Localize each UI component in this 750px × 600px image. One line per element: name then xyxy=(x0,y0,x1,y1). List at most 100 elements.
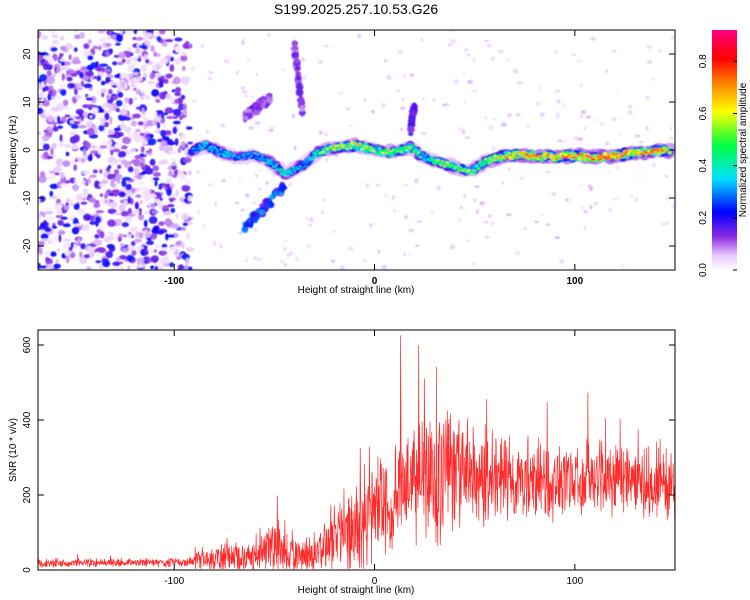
noise-blob xyxy=(181,52,188,57)
noise-blob xyxy=(185,180,191,186)
noise-blob xyxy=(42,55,52,59)
noise-speck xyxy=(223,59,230,64)
noise-speck xyxy=(301,75,307,80)
noise-speck xyxy=(391,197,395,201)
noise-blob xyxy=(177,147,182,154)
noise-blob xyxy=(170,158,177,162)
noise-blob xyxy=(103,68,111,73)
ridge-blob xyxy=(639,153,643,156)
noise-blob xyxy=(180,141,186,149)
noise-blob xyxy=(138,44,148,49)
noise-blob xyxy=(51,142,57,150)
noise-blob xyxy=(46,70,52,77)
ridge-blob xyxy=(216,149,219,151)
ridge-blob xyxy=(430,155,434,160)
branch-blob xyxy=(297,82,302,89)
noise-blob xyxy=(57,115,61,123)
noise-blob xyxy=(74,94,82,100)
noise-blob xyxy=(166,116,174,119)
noise-blob xyxy=(108,231,114,237)
noise-blob xyxy=(38,107,44,115)
branch-blob xyxy=(291,51,299,59)
noise-blob xyxy=(181,184,191,192)
ridge-blob xyxy=(501,156,504,159)
noise-speck xyxy=(245,193,250,198)
noise-blob xyxy=(86,127,95,136)
noise-speck xyxy=(612,198,619,201)
noise-blob xyxy=(56,207,62,216)
ridge-blob xyxy=(585,154,589,157)
ridge-blob xyxy=(536,154,540,157)
noise-blob xyxy=(118,204,126,213)
noise-blob xyxy=(158,30,166,35)
noise-blob xyxy=(130,120,137,127)
noise-speck xyxy=(554,89,561,93)
noise-speck xyxy=(375,183,381,186)
x-tick-label: 100 xyxy=(566,276,583,287)
ridge-blob xyxy=(596,157,600,160)
noise-blob xyxy=(62,160,71,167)
noise-blob xyxy=(55,214,64,219)
ridge-blob xyxy=(603,156,607,159)
ridge-blob xyxy=(356,144,359,146)
ridge-blob xyxy=(444,161,448,163)
noise-speck xyxy=(318,59,324,65)
noise-blob xyxy=(187,195,193,202)
noise-blob xyxy=(95,43,101,47)
ridge-blob xyxy=(249,150,254,154)
y-tick-label: 20 xyxy=(22,48,33,60)
noise-blob xyxy=(47,93,52,101)
ridge-blob xyxy=(284,174,287,177)
branch-blob xyxy=(410,111,416,117)
noise-blob xyxy=(174,37,183,42)
noise-blob xyxy=(59,84,66,90)
ridge-blob xyxy=(236,155,239,159)
noise-blob xyxy=(117,91,124,98)
noise-blob xyxy=(158,250,168,256)
noise-blob xyxy=(118,266,124,270)
ridge-blob xyxy=(665,149,668,152)
noise-blob xyxy=(109,116,113,125)
noise-blob xyxy=(168,197,176,201)
noise-blob xyxy=(157,230,165,235)
noise-blob xyxy=(44,132,50,136)
noise-blob xyxy=(119,248,129,253)
noise-blob xyxy=(125,183,132,191)
ridge-blob xyxy=(367,146,371,149)
ridge-blob xyxy=(569,152,572,155)
noise-speck xyxy=(348,124,354,127)
noise-blob xyxy=(40,238,49,242)
noise-speck xyxy=(514,250,521,256)
ridge-blob xyxy=(555,157,558,161)
ridge-blob xyxy=(495,157,499,160)
noise-blob xyxy=(52,100,57,105)
noise-blob xyxy=(122,234,128,238)
noise-speck xyxy=(605,69,608,73)
noise-speck xyxy=(611,117,617,121)
noise-blob xyxy=(78,124,87,129)
noise-blob xyxy=(82,148,87,157)
noise-blob xyxy=(106,197,110,204)
x-tick-label: 0 xyxy=(372,576,378,587)
noise-speck xyxy=(214,201,217,207)
ridge-blob xyxy=(526,154,529,157)
ridge-blob xyxy=(497,156,500,159)
noise-speck xyxy=(555,116,559,120)
noise-blob xyxy=(53,263,61,269)
noise-speck xyxy=(447,43,453,47)
ridge-blob xyxy=(228,153,232,156)
noise-blob xyxy=(108,192,114,197)
ridge-blob xyxy=(414,151,417,153)
colorbar-tick-label: 0.6 xyxy=(698,106,709,120)
noise-blob xyxy=(148,193,157,199)
noise-blob xyxy=(162,42,168,47)
noise-blob xyxy=(95,200,100,204)
noise-blob xyxy=(143,54,148,61)
noise-blob xyxy=(123,117,132,121)
noise-blob xyxy=(53,122,57,128)
noise-blob xyxy=(165,178,173,184)
noise-blob xyxy=(146,201,151,207)
noise-blob xyxy=(65,202,69,207)
branch-blob xyxy=(278,185,286,193)
noise-speck xyxy=(462,129,466,135)
